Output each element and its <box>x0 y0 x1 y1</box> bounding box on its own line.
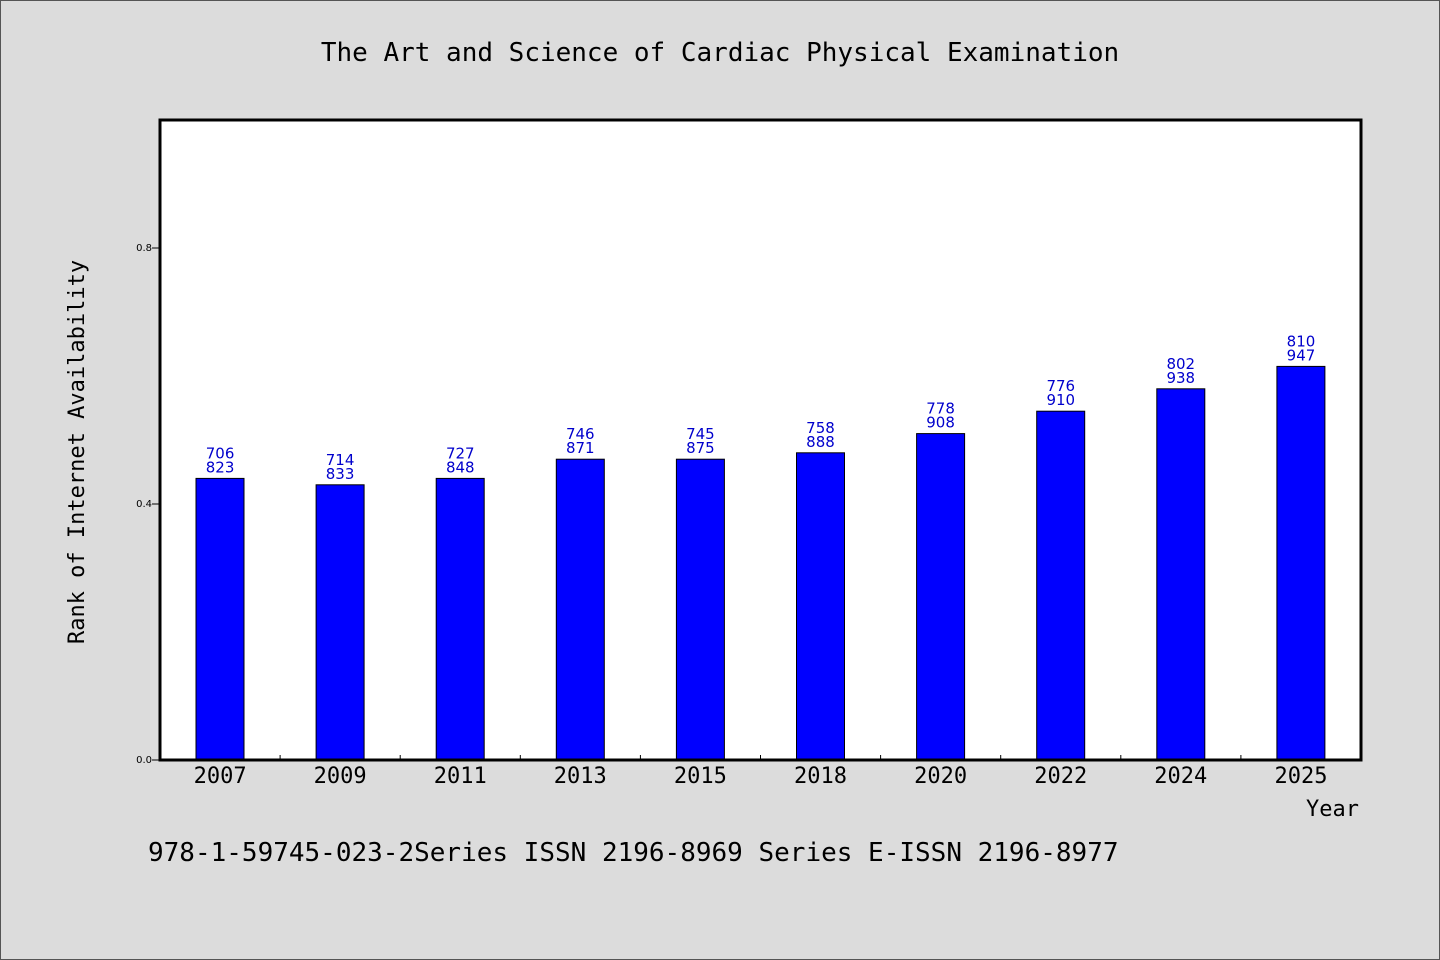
data-label-top-2025: 810 <box>1287 332 1316 350</box>
x-tick-label-2022: 2022 <box>1034 764 1087 789</box>
data-label-top-2018: 758 <box>806 419 835 437</box>
bar-2013 <box>555 458 605 761</box>
bar-2007 <box>195 477 245 761</box>
x-tick-label-2015: 2015 <box>674 764 727 789</box>
x-tick-label-2007: 2007 <box>194 764 247 789</box>
bar-2022 <box>1036 410 1086 761</box>
data-label-bottom-2009: 833 <box>326 465 355 483</box>
footer-isbn-issn: 978-1-59745-023-2Series ISSN 2196-8969 S… <box>148 838 1119 868</box>
x-tick-label-2009: 2009 <box>314 764 367 789</box>
y-tick-label-0.4: 0.4 <box>136 499 152 510</box>
x-axis: 2007 2009 2011 2013 2015 2018 2020 2022 2024 2025 <box>194 755 1328 789</box>
bars-layer <box>195 365 1326 761</box>
x-tick-label-2013: 2013 <box>554 764 607 789</box>
chart-title: The Art and Science of Cardiac Physical … <box>321 38 1119 68</box>
data-label-top-2024: 802 <box>1166 355 1195 373</box>
data-label-top-2009: 714 <box>326 451 355 469</box>
data-label-bottom-2024: 938 <box>1166 369 1195 387</box>
bar-2018 <box>796 452 845 761</box>
data-label-top-2007: 706 <box>206 444 235 462</box>
bar-2025 <box>1276 365 1326 761</box>
bar-2011 <box>435 477 485 761</box>
x-tick-label-2020: 2020 <box>914 764 967 789</box>
bar-2024 <box>1156 388 1206 761</box>
x-tick-label-2024: 2024 <box>1154 764 1207 789</box>
y-tick-label-0.8: 0.8 <box>136 243 152 254</box>
data-label-bottom-2022: 910 <box>1046 391 1075 409</box>
data-label-bottom-2025: 947 <box>1287 346 1316 364</box>
data-label-top-2011: 727 <box>446 444 475 462</box>
bar-2009 <box>315 484 365 761</box>
data-label-bottom-2007: 823 <box>206 458 235 476</box>
bar-2020 <box>916 433 966 761</box>
data-label-bottom-2015: 875 <box>686 439 715 457</box>
bar-2015 <box>675 458 725 761</box>
x-tick-label-2025: 2025 <box>1275 764 1328 789</box>
data-label-bottom-2018: 888 <box>806 433 835 451</box>
data-label-top-2022: 776 <box>1046 377 1075 395</box>
x-tick-label-2011: 2011 <box>434 764 487 789</box>
y-axis-label: Rank of Internet Availability <box>65 260 90 644</box>
data-label-bottom-2013: 871 <box>566 439 595 457</box>
y-tick-label-0.0: 0.0 <box>136 755 152 766</box>
y-axis: 0.0 0.4 0.8 <box>136 243 160 766</box>
data-label-bottom-2020: 908 <box>926 414 955 432</box>
data-label-top-2013: 746 <box>566 425 595 443</box>
x-axis-label: Year <box>1306 797 1359 822</box>
data-label-top-2015: 745 <box>686 425 715 443</box>
data-label-bottom-2011: 848 <box>446 458 475 476</box>
data-label-top-2020: 778 <box>926 400 955 418</box>
x-tick-label-2018: 2018 <box>794 764 847 789</box>
